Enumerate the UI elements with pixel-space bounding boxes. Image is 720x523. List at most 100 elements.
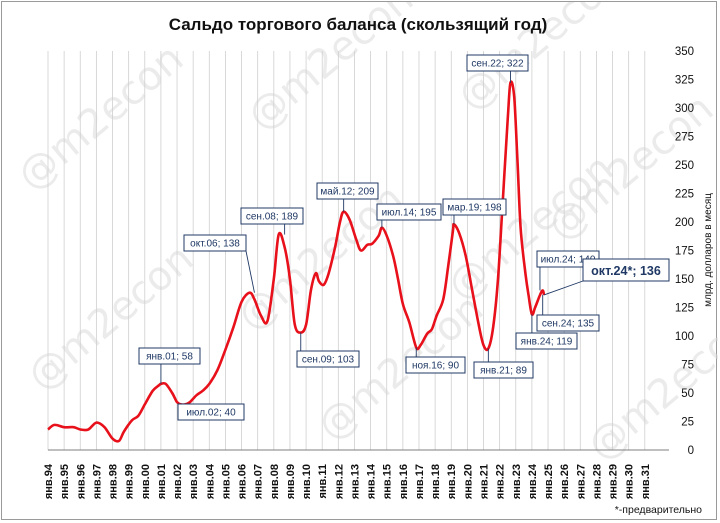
annotation: янв.21; 89 xyxy=(473,348,534,379)
x-tick-label: янв.09 xyxy=(285,464,297,499)
y-tick-label: 0 xyxy=(688,445,694,457)
y-tick-label: 125 xyxy=(675,303,694,315)
x-tick-label: янв.00 xyxy=(140,464,152,499)
x-tick-label: янв.11 xyxy=(317,464,329,499)
x-tick-label: янв.23 xyxy=(511,464,523,499)
annotation-box xyxy=(466,54,529,72)
annotation: сен.22; 322 xyxy=(466,54,529,83)
x-axis: янв.94 янв.95 янв.96 янв.97 янв.98 янв.99 янв.… xyxy=(43,449,669,499)
annotation: ноя.16; 90 xyxy=(405,347,466,374)
annotation-label: янв.01; 58 xyxy=(146,352,193,363)
annotation-label: янв.21; 89 xyxy=(480,366,527,377)
y-tick-label: 175 xyxy=(675,246,694,258)
x-tick-label: янв.15 xyxy=(382,464,394,499)
series-line xyxy=(47,80,546,443)
annotation-label: мар.19; 198 xyxy=(447,203,502,214)
x-tick-label: янв.99 xyxy=(124,464,136,499)
x-tick-label: янв.07 xyxy=(253,464,265,499)
x-tick-label: янв.08 xyxy=(269,464,281,499)
annotation-leader xyxy=(543,280,584,296)
x-tick-label: янв.97 xyxy=(91,464,103,499)
x-tick-label: янв.18 xyxy=(430,464,442,499)
y-tick-label: 50 xyxy=(681,388,694,400)
x-tick-label: янв.04 xyxy=(204,463,216,499)
annotation-box xyxy=(296,350,360,368)
x-tick-label: янв.21 xyxy=(479,464,491,499)
x-tick-label: янв.26 xyxy=(559,464,571,499)
x-tick-label: янв.24 xyxy=(527,463,539,499)
annotation: сен.24; 135 xyxy=(536,294,600,332)
watermark: @m2econ xyxy=(9,35,192,199)
annotation: июл.14; 195 xyxy=(376,203,442,228)
annotation-label: сен.08; 189 xyxy=(246,212,299,223)
x-tick-label: янв.10 xyxy=(301,464,313,499)
watermark: @m2econ xyxy=(579,305,718,469)
x-tick-label: янв.98 xyxy=(108,464,120,499)
y-tick-label: 100 xyxy=(675,331,694,343)
series-layer xyxy=(47,80,546,443)
annotation-box xyxy=(405,356,466,374)
y-axis-label: млрд. долларов в месяц xyxy=(703,193,714,307)
x-tick-label: янв.25 xyxy=(543,464,555,499)
annotation-box xyxy=(582,258,670,282)
y-tick-label: 150 xyxy=(675,274,694,286)
x-tick-label: янв.05 xyxy=(220,464,232,499)
watermark: @m2econ xyxy=(19,235,202,399)
annotation-leader xyxy=(245,250,255,293)
x-tick-label: янв.14 xyxy=(366,463,378,499)
annotation-label: сен.22; 322 xyxy=(471,59,524,70)
annotation-label: окт.24*; 136 xyxy=(591,264,661,278)
x-tick-label: янв.06 xyxy=(237,464,249,499)
x-tick-label: янв.20 xyxy=(462,464,474,499)
annotation-label: июл.24; 140 xyxy=(541,255,596,266)
x-tick-label: янв.28 xyxy=(591,464,603,499)
x-tick-label: янв.17 xyxy=(414,464,426,499)
x-tick-label: янв.16 xyxy=(398,464,410,499)
annotation-box xyxy=(240,207,304,225)
watermark: @m2econ xyxy=(229,175,412,339)
annotation: сен.09; 103 xyxy=(296,332,360,368)
y-tick-label: 350 xyxy=(675,46,694,58)
x-tick-label: янв.94 xyxy=(43,463,55,499)
y-tick-label: 200 xyxy=(675,217,694,229)
annotation-box xyxy=(177,403,245,421)
annotation: янв.24; 119 xyxy=(515,314,578,350)
annotation: окт.24*; 136 xyxy=(543,258,670,296)
x-tick-label: янв.13 xyxy=(349,464,361,499)
x-tick-label: янв.31 xyxy=(640,464,652,499)
x-tick-label: янв.12 xyxy=(333,464,345,499)
x-tick-label: янв.02 xyxy=(172,464,184,499)
annotation-label: окт.06; 138 xyxy=(190,239,240,250)
x-tick-label: янв.27 xyxy=(575,464,587,499)
x-tick-label: янв.22 xyxy=(495,464,507,499)
annotation-box xyxy=(473,361,534,379)
y-axis: 0 25 50 75 100 125 150 175 200 225 250 275 300 325 350 xyxy=(675,46,694,457)
y-tick-label: 325 xyxy=(675,75,694,87)
annotation-box xyxy=(536,314,600,332)
x-tick-label: янв.19 xyxy=(446,464,458,499)
annotation-label: сен.09; 103 xyxy=(302,355,355,366)
y-tick-label: 250 xyxy=(675,160,694,172)
annotation-label: июл.14; 195 xyxy=(382,208,437,219)
annotation: окт.06; 138 xyxy=(183,234,255,293)
annotation: июл.02; 40 xyxy=(177,403,245,421)
x-tick-label: янв.03 xyxy=(188,464,200,499)
x-tick-label: янв.29 xyxy=(608,464,620,499)
footnote: *-предварительно xyxy=(615,504,702,516)
annotation-label: май.12; 209 xyxy=(320,187,375,198)
annotation-label: июл.02; 40 xyxy=(186,408,236,419)
annotation-label: ноя.16; 90 xyxy=(412,361,460,372)
y-tick-label: 25 xyxy=(681,417,694,429)
x-tick-label: янв.95 xyxy=(59,464,71,499)
annotation-label: янв.24; 119 xyxy=(521,337,573,348)
x-tick-label: янв.01 xyxy=(156,464,168,499)
annotation-box xyxy=(376,203,442,221)
y-tick-label: 300 xyxy=(675,103,694,115)
annotation-label: сен.24; 135 xyxy=(542,319,595,330)
watermark-layer: @m2econ @m2econ @m2econ@m2econ @m2econ @m2ec… xyxy=(9,2,718,470)
x-tick-label: янв.96 xyxy=(75,464,87,499)
annotations-layer: янв.01; 58 июл.02; 40 окт.06; 138 сен.08; 1… xyxy=(138,54,670,421)
y-tick-label: 225 xyxy=(675,189,694,201)
